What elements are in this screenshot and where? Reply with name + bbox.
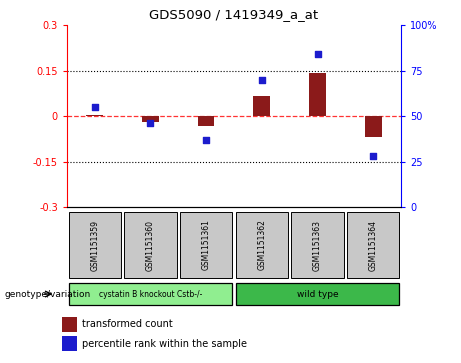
Text: GSM1151363: GSM1151363 bbox=[313, 220, 322, 270]
Bar bbox=[365, 116, 382, 137]
Bar bbox=[124, 212, 177, 278]
Text: GSM1151364: GSM1151364 bbox=[369, 220, 378, 270]
Bar bbox=[347, 212, 399, 278]
Bar bbox=[62, 317, 77, 332]
Point bbox=[258, 77, 266, 83]
Text: genotype/variation: genotype/variation bbox=[5, 290, 91, 298]
Bar bbox=[180, 212, 232, 278]
Bar bbox=[236, 282, 399, 306]
Point bbox=[202, 137, 210, 143]
Bar bbox=[142, 116, 159, 122]
Bar bbox=[69, 282, 232, 306]
Text: GSM1151362: GSM1151362 bbox=[257, 220, 266, 270]
Text: percentile rank within the sample: percentile rank within the sample bbox=[82, 339, 247, 349]
Point bbox=[147, 121, 154, 126]
Point bbox=[370, 153, 377, 159]
Bar bbox=[254, 95, 270, 116]
Text: wild type: wild type bbox=[297, 290, 338, 298]
Bar bbox=[69, 212, 121, 278]
Point bbox=[314, 52, 321, 57]
Text: GSM1151360: GSM1151360 bbox=[146, 220, 155, 270]
Bar bbox=[309, 73, 326, 116]
Point bbox=[91, 104, 98, 110]
Bar bbox=[62, 336, 77, 351]
Bar bbox=[291, 212, 344, 278]
Text: GSM1151359: GSM1151359 bbox=[90, 220, 99, 270]
Text: transformed count: transformed count bbox=[82, 319, 173, 329]
Bar bbox=[86, 115, 103, 116]
Bar bbox=[198, 116, 214, 126]
Title: GDS5090 / 1419349_a_at: GDS5090 / 1419349_a_at bbox=[149, 8, 319, 21]
Text: GSM1151361: GSM1151361 bbox=[201, 220, 211, 270]
Text: cystatin B knockout Cstb-/-: cystatin B knockout Cstb-/- bbox=[99, 290, 202, 298]
Bar bbox=[236, 212, 288, 278]
